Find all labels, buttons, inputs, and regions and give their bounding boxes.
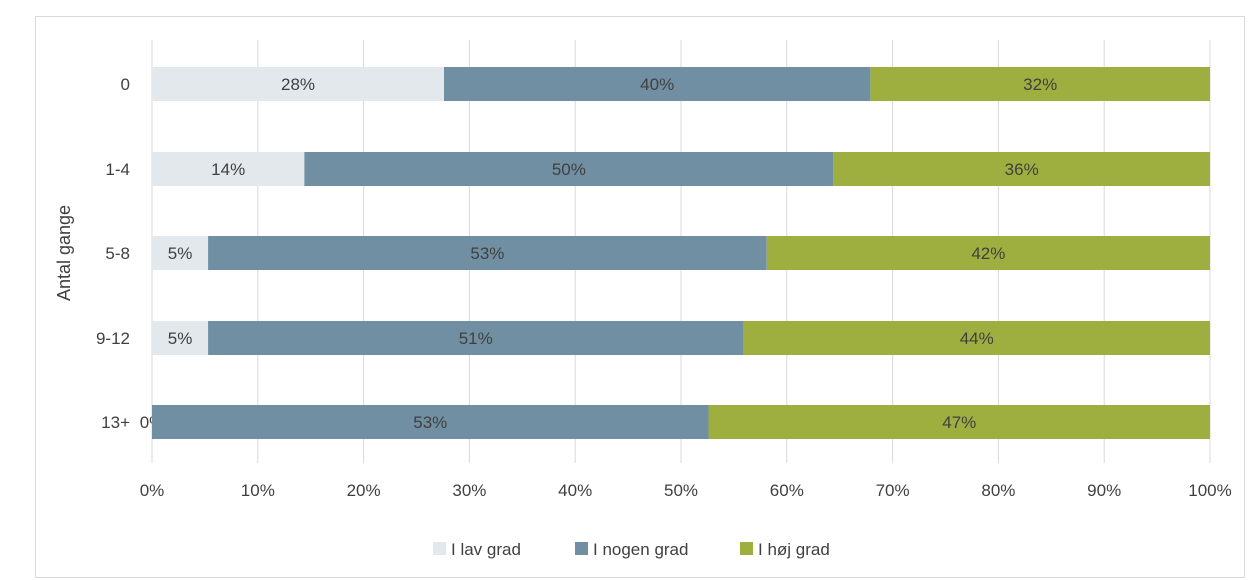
legend-label: I nogen grad <box>593 540 688 559</box>
y-axis-title: Antal gange <box>54 205 74 301</box>
category-label: 13+ <box>101 413 130 432</box>
data-label: 51% <box>459 329 493 348</box>
legend-label: I lav grad <box>451 540 521 559</box>
legend-label: I høj grad <box>758 540 830 559</box>
data-label: 53% <box>413 413 447 432</box>
data-label: 50% <box>552 160 586 179</box>
data-label: 5% <box>168 244 193 263</box>
category-label: 1-4 <box>105 160 130 179</box>
data-label: 47% <box>942 413 976 432</box>
x-tick-label: 0% <box>140 481 165 500</box>
legend-swatch <box>433 542 446 555</box>
x-tick-label: 60% <box>770 481 804 500</box>
data-label: 32% <box>1023 75 1057 94</box>
data-label: 40% <box>640 75 674 94</box>
data-label: 5% <box>168 329 193 348</box>
x-tick-label: 30% <box>452 481 486 500</box>
legend-swatch <box>575 542 588 555</box>
legend-swatch <box>740 542 753 555</box>
data-label: 14% <box>211 160 245 179</box>
x-tick-label: 90% <box>1087 481 1121 500</box>
x-tick-label: 40% <box>558 481 592 500</box>
x-tick-label: 80% <box>981 481 1015 500</box>
data-label: 42% <box>971 244 1005 263</box>
category-label: 9-12 <box>96 329 130 348</box>
x-tick-label: 50% <box>664 481 698 500</box>
x-tick-label: 10% <box>241 481 275 500</box>
data-label: 28% <box>281 75 315 94</box>
data-label: 36% <box>1005 160 1039 179</box>
x-tick-label: 70% <box>876 481 910 500</box>
x-tick-label: 20% <box>347 481 381 500</box>
category-label: 0 <box>121 75 130 94</box>
category-label: 5-8 <box>105 244 130 263</box>
x-tick-label: 100% <box>1188 481 1231 500</box>
data-label: 44% <box>960 329 994 348</box>
data-label: 53% <box>470 244 504 263</box>
